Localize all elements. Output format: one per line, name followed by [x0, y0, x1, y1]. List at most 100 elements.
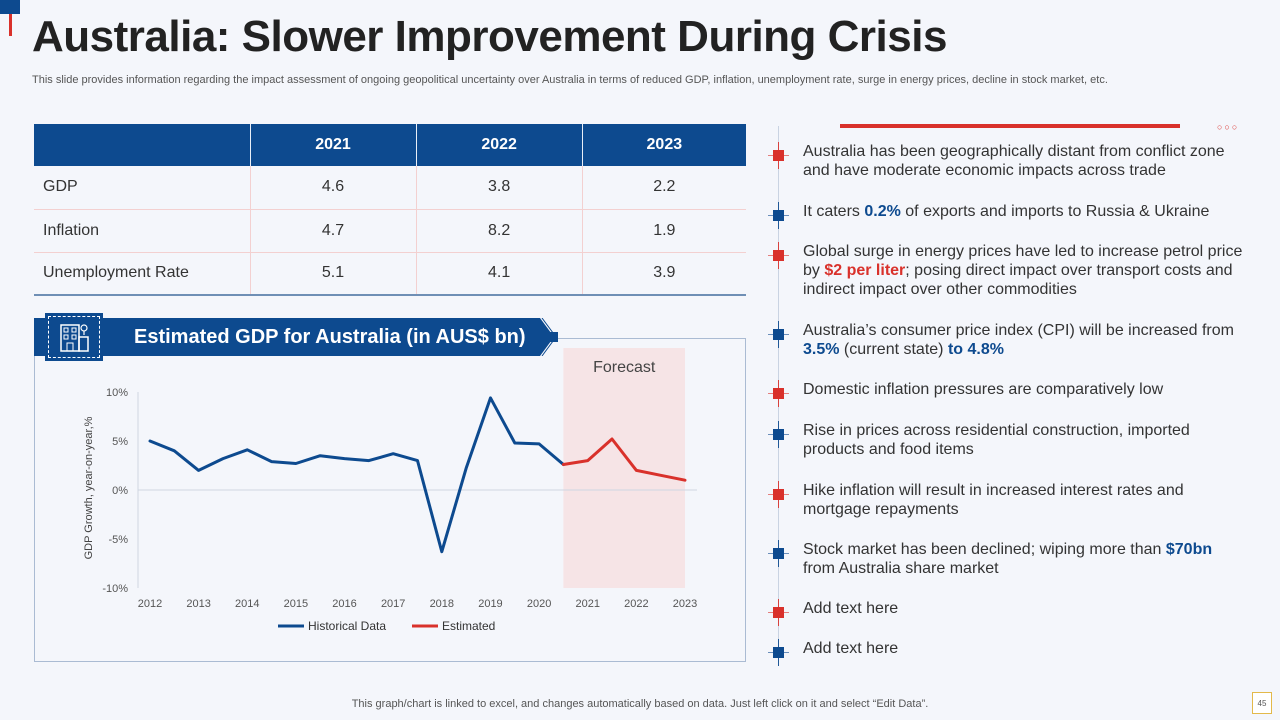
page-number: 45	[1252, 692, 1272, 714]
bullet-text: Australia’s consumer price index (CPI) w…	[803, 321, 1243, 359]
footer-note: This graph/chart is linked to excel, and…	[351, 698, 929, 710]
decor-circles: ○○○	[1217, 122, 1240, 132]
text-span: Domestic inflation pressures are compara…	[803, 381, 1164, 398]
highlight-text: 3.5%	[803, 341, 840, 358]
building-icon	[45, 313, 103, 361]
bullet-marker-icon	[768, 639, 789, 666]
text-span: Global surge in energy prices have led t…	[803, 243, 1243, 279]
y-tick-label: 0%	[112, 485, 128, 497]
series-line-estimated	[561, 437, 687, 482]
text-span: Rise in prices across residential constr…	[803, 422, 1190, 458]
text-span: It caters	[803, 203, 865, 220]
text-span: ; posing direct impact over transport co…	[803, 262, 1233, 298]
y-tick-label: -10%	[102, 583, 128, 595]
indicator-table: 2021 2022 2023 GDP 4.6 3.8 2.2 Inflation…	[34, 124, 746, 296]
bullet-text: It caters 0.2% of exports and imports to…	[803, 202, 1243, 221]
x-tick-label: 2016	[332, 598, 356, 610]
chart-banner: Estimated GDP for Australia (in AUS$ bn)	[34, 313, 556, 361]
y-tick-label: 5%	[112, 436, 128, 448]
bullet-marker-icon	[768, 321, 789, 348]
bullet-marker-icon	[768, 599, 789, 626]
x-tick-label: 2018	[430, 598, 454, 610]
banner-connector-dot	[548, 332, 558, 342]
series-line-historical-data	[148, 396, 565, 554]
row-label: GDP	[34, 166, 251, 210]
table-header-cell: 2023	[582, 124, 746, 166]
bullet-marker-icon	[768, 202, 789, 229]
y-axis-label: GDP Growth, year-on-year,%	[83, 416, 95, 559]
highlight-text: to 4.8%	[947, 341, 1004, 358]
bullet-marker-icon	[768, 421, 789, 448]
text-span: of exports and imports to Russia & Ukrai…	[900, 203, 1210, 220]
table-cell: 8.2	[416, 209, 583, 253]
corner-accent-line	[9, 14, 12, 36]
table-header-row: 2021 2022 2023	[34, 124, 746, 166]
x-tick-label: 2013	[186, 598, 210, 610]
table-cell: 4.7	[250, 209, 417, 253]
forecast-region	[563, 348, 685, 588]
bullet-text: Australia has been geographically distan…	[803, 142, 1243, 180]
table-header-cell	[34, 124, 251, 166]
y-tick-label: -5%	[108, 534, 128, 546]
corner-accent	[0, 0, 20, 14]
y-tick-label: 10%	[106, 387, 128, 399]
table-cell: 2.2	[582, 166, 746, 210]
text-span: Add text here	[803, 640, 899, 657]
bullet-text: Add text here	[803, 599, 1243, 618]
insights-list: ○○○ Australia has been geographically di…	[768, 118, 1260, 666]
table-cell: 3.9	[582, 252, 746, 296]
bullet-marker-icon	[768, 380, 789, 407]
legend-label: Historical Data	[308, 619, 386, 633]
row-label: Unemployment Rate	[34, 252, 251, 296]
x-tick-label: 2019	[478, 598, 502, 610]
bullet-marker-icon	[768, 481, 789, 508]
x-tick-label: 2015	[284, 598, 308, 610]
table-cell: 4.6	[250, 166, 417, 210]
legend-label: Estimated	[442, 619, 495, 633]
x-tick-label: 2014	[235, 598, 259, 610]
banner-bar	[34, 318, 540, 356]
banner-arrow	[540, 318, 556, 356]
x-tick-label: 2012	[138, 598, 162, 610]
row-label: Inflation	[34, 209, 251, 253]
text-span: Stock market has been declined; wiping m…	[803, 541, 1166, 558]
bullet-text: Add text here	[803, 639, 1243, 658]
accent-line	[840, 124, 1180, 128]
bullet-marker-icon	[768, 242, 789, 269]
forecast-label: Forecast	[593, 359, 656, 376]
table-header-cell: 2021	[250, 124, 417, 166]
bullet-marker-icon	[768, 540, 789, 567]
table-row: Inflation 4.7 8.2 1.9	[34, 209, 746, 253]
table-cell: 1.9	[582, 209, 746, 253]
highlight-text: $2 per liter	[824, 262, 906, 279]
x-tick-label: 2020	[527, 598, 551, 610]
text-span: Australia has been geographically distan…	[803, 143, 1225, 179]
page-title: Australia: Slower Improvement During Cri…	[32, 12, 947, 61]
table-row: GDP 4.6 3.8 2.2	[34, 166, 746, 210]
x-tick-label: 2017	[381, 598, 405, 610]
bullet-text: Stock market has been declined; wiping m…	[803, 540, 1243, 578]
page-subtitle: This slide provides information regardin…	[32, 74, 1108, 86]
gdp-line-chart: Forecast 10% 5% 0% -5% -10% 2012 2013 2014 2015 20…	[83, 348, 697, 633]
highlight-text: 0.2%	[864, 203, 901, 220]
bullet-text: Hike inflation will result in increased …	[803, 481, 1243, 519]
x-tick-label: 2021	[575, 598, 599, 610]
text-span: Hike inflation will result in increased …	[803, 482, 1184, 518]
table-cell: 5.1	[250, 252, 417, 296]
table-cell: 4.1	[416, 252, 583, 296]
text-span: (current state)	[839, 341, 948, 358]
bullet-marker-icon	[768, 142, 789, 169]
text-span: from Australia share market	[803, 560, 999, 577]
text-span: Australia’s consumer price index (CPI) w…	[803, 322, 1234, 339]
bullet-text: Rise in prices across residential constr…	[803, 421, 1243, 459]
chart-title: Estimated GDP for Australia (in AUS$ bn)	[134, 326, 526, 348]
x-tick-label: 2023	[673, 598, 697, 610]
table-header-cell: 2022	[416, 124, 583, 166]
text-span: Add text here	[803, 600, 899, 617]
highlight-text: $70bn	[1165, 541, 1213, 558]
bullet-text: Domestic inflation pressures are compara…	[803, 380, 1243, 399]
table-cell: 3.8	[416, 166, 583, 210]
bullet-text: Global surge in energy prices have led t…	[803, 242, 1243, 299]
x-tick-label: 2022	[624, 598, 648, 610]
table-row: Unemployment Rate 5.1 4.1 3.9	[34, 252, 746, 296]
